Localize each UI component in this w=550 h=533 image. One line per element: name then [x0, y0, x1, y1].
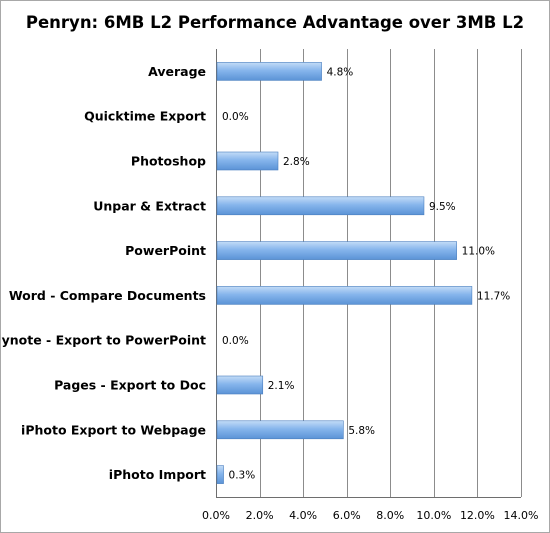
data-label: 9.5%	[429, 201, 456, 213]
bar	[216, 151, 279, 171]
bar	[216, 196, 425, 216]
x-tick-label: 0.0%	[202, 509, 230, 522]
category-label: iPhoto Export to Webpage	[21, 422, 206, 437]
category-label: Unpar & Extract	[93, 198, 206, 213]
data-label: 11.7%	[477, 290, 510, 302]
data-label: 2.1%	[268, 380, 295, 392]
x-tick-label: 6.0%	[333, 509, 361, 522]
category-label: Word - Compare Documents	[9, 288, 206, 303]
x-tick-label: 8.0%	[376, 509, 404, 522]
data-label: 11.0%	[462, 246, 495, 258]
bar	[216, 62, 322, 81]
data-label: 0.0%	[222, 335, 249, 347]
data-label: 0.0%	[222, 111, 249, 123]
category-label: Keynote - Export to PowerPoint	[1, 333, 206, 348]
x-tick-label: 4.0%	[289, 509, 317, 522]
x-tick-label: 12.0%	[460, 509, 495, 522]
bar	[216, 465, 224, 484]
x-tick-label: 14.0%	[504, 509, 539, 522]
x-tick-label: 10.0%	[416, 509, 451, 522]
x-tick-label: 2.0%	[246, 509, 274, 522]
category-label: iPhoto Import	[109, 467, 206, 482]
category-label: Quicktime Export	[84, 109, 206, 124]
bar	[216, 375, 264, 395]
bar	[216, 241, 457, 260]
data-label: 2.8%	[283, 156, 310, 168]
category-label: Pages - Export to Doc	[54, 378, 206, 393]
gridlines	[216, 49, 522, 498]
category-label: PowerPoint	[125, 243, 206, 258]
bar	[216, 286, 473, 305]
bars	[216, 62, 473, 484]
data-label: 0.3%	[229, 470, 256, 482]
bar	[216, 420, 344, 440]
category-label: Photoshop	[131, 154, 206, 169]
category-label: Average	[148, 64, 206, 79]
data-label: 4.8%	[327, 66, 354, 78]
labels: 0.0% 2.0% 4.0% 6.0% 8.0% 10.0% 12.0% 14.0% Avera…	[1, 64, 538, 522]
data-label: 5.8%	[348, 425, 375, 437]
chart-title: Penryn: 6MB L2 Performance Advantage ove…	[26, 13, 524, 32]
